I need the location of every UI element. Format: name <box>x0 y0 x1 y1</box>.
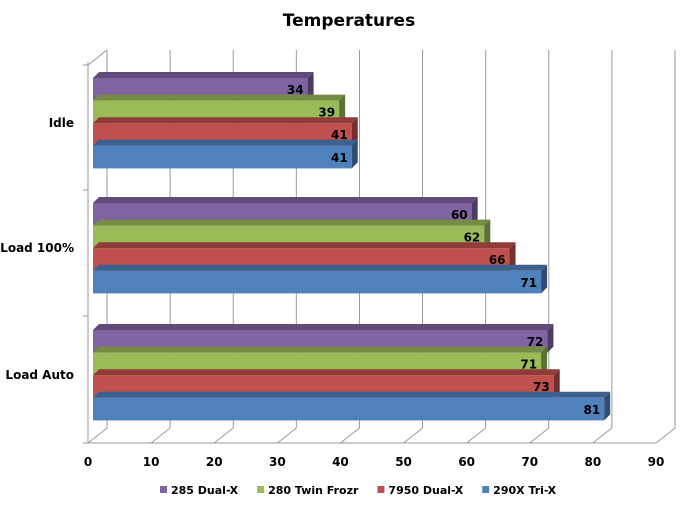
bar-top-face <box>93 94 346 101</box>
bar-top-face <box>93 391 611 398</box>
x-tick-label: 30 <box>269 455 286 469</box>
legend-label: 7950 Dual-X <box>388 484 463 497</box>
data-label: 71 <box>520 276 537 290</box>
floor-gridline <box>277 427 297 444</box>
data-label: 66 <box>489 253 506 267</box>
bar-top-face <box>93 197 478 203</box>
data-label: 60 <box>451 208 468 222</box>
data-label: 41 <box>331 151 348 165</box>
bar-side-face <box>339 94 346 124</box>
bar-side-face <box>351 139 358 169</box>
x-tick-label: 20 <box>206 455 223 469</box>
data-label: 34 <box>287 83 304 97</box>
data-label: 73 <box>533 380 550 394</box>
bar-top-face <box>93 369 560 376</box>
legend-swatch <box>482 486 490 493</box>
bar-side-face <box>541 264 548 294</box>
data-label: 41 <box>331 128 348 142</box>
legend-swatch <box>257 486 265 493</box>
legend-label: 280 Twin Frozr <box>268 484 359 497</box>
bar-top-face <box>93 219 491 226</box>
floor-gridline <box>466 427 486 444</box>
bar-top-face <box>93 72 314 78</box>
x-tick-label: 60 <box>458 455 475 469</box>
data-label: 71 <box>520 358 537 372</box>
legend-swatch <box>160 486 167 493</box>
bar-top-face <box>93 346 548 353</box>
bar-side-face <box>351 117 358 146</box>
bar <box>93 145 352 169</box>
data-label: 39 <box>318 106 335 120</box>
x-tick-label: 50 <box>395 455 412 469</box>
bar-side-face <box>509 242 516 271</box>
bar-side-face <box>553 369 560 398</box>
category-label: Idle <box>49 116 74 130</box>
bar-top-face <box>93 139 358 146</box>
chart-title: Temperatures <box>283 11 415 31</box>
bar-side-face <box>604 391 611 421</box>
data-label: 81 <box>583 403 600 417</box>
bar-side-face <box>471 197 478 226</box>
legend-label: 285 Dual-X <box>171 484 239 497</box>
floor-gridline <box>529 427 550 444</box>
data-label: 62 <box>464 231 481 245</box>
top-edge <box>87 49 108 66</box>
floor-gridline <box>403 427 423 444</box>
bar-side-face <box>547 324 554 353</box>
bar-top-face <box>93 242 516 249</box>
bar-top-face <box>93 264 548 271</box>
bar <box>93 270 542 294</box>
category-label: Load 100% <box>0 241 74 255</box>
floor-gridline <box>592 427 613 444</box>
floor-gridline <box>340 427 360 444</box>
legend-label: 290X Tri-X <box>493 484 556 497</box>
x-tick-label: 40 <box>332 455 349 469</box>
floor-gridline <box>150 427 171 444</box>
x-tick-label: 0 <box>84 455 92 469</box>
x-tick-label: 80 <box>585 455 602 469</box>
floor-gridline <box>213 427 234 444</box>
bar-top-face <box>93 324 554 330</box>
bar <box>93 397 605 421</box>
floor-gridline <box>87 427 108 444</box>
category-label: Load Auto <box>5 368 74 382</box>
x-tick-label: 70 <box>521 455 538 469</box>
x-tick-label: 90 <box>648 455 665 469</box>
floor-gridline <box>655 427 676 444</box>
bar-side-face <box>484 219 491 249</box>
data-label: 72 <box>527 335 544 349</box>
x-tick-label: 10 <box>143 455 160 469</box>
bar-side-face <box>541 346 548 376</box>
bar-side-face <box>307 72 314 101</box>
legend-swatch <box>377 486 385 493</box>
bar-top-face <box>93 117 358 124</box>
